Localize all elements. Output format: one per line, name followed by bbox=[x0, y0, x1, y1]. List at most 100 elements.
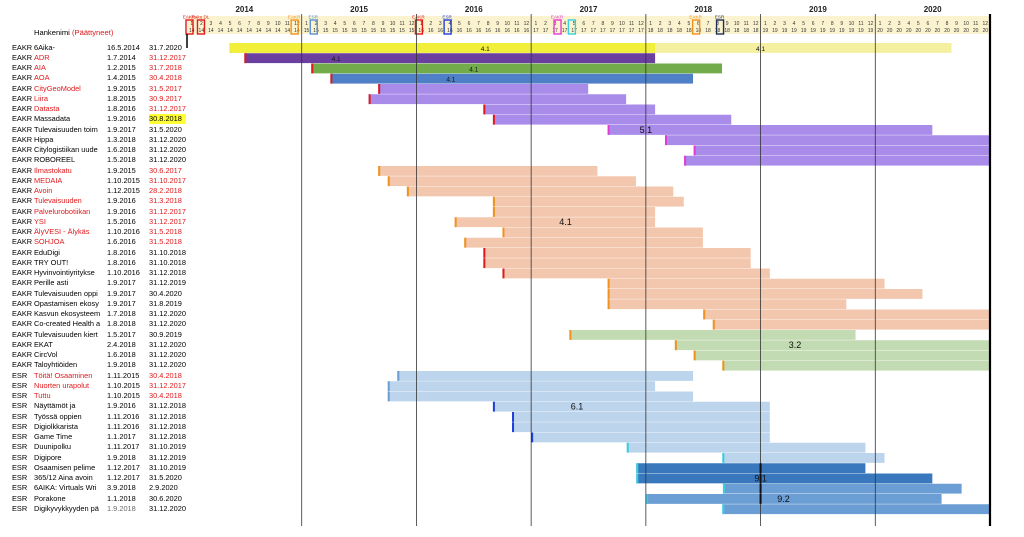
year-tick-label: 18 bbox=[677, 28, 683, 34]
end-date: 31.10.2019 bbox=[149, 462, 186, 472]
deadline-marker bbox=[759, 473, 762, 484]
month-tick-label: 12 bbox=[638, 21, 644, 27]
year-tick-label: 15 bbox=[304, 28, 310, 34]
fund-label: EAKR bbox=[12, 83, 33, 93]
project-name: Porakone bbox=[34, 493, 66, 503]
start-marker bbox=[406, 186, 409, 197]
year-tick-label: 19 bbox=[849, 28, 855, 34]
month-tick-label: 7 bbox=[248, 21, 251, 27]
end-date: 31.10.2017 bbox=[149, 175, 186, 185]
end-date: 30.6.2017 bbox=[149, 165, 182, 175]
year-tick-label: 20 bbox=[916, 28, 922, 34]
start-marker bbox=[722, 504, 725, 515]
fund-label: EAKR bbox=[12, 350, 33, 359]
project-name: Digipore bbox=[34, 452, 62, 462]
marker-label: EAKR bbox=[551, 15, 564, 20]
marker-label: EAKR bbox=[689, 15, 702, 20]
fund-label: EAKR bbox=[12, 257, 33, 267]
month-tick-label: 4 bbox=[793, 21, 796, 27]
month-tick-label: 1 bbox=[190, 21, 193, 27]
marker-label: ESR bbox=[442, 15, 452, 20]
project-bar bbox=[483, 258, 751, 269]
year-tick-label: 19 bbox=[858, 28, 864, 34]
start-date: 1.9.2015 bbox=[107, 83, 136, 93]
month-tick-label: 6 bbox=[812, 21, 815, 27]
month-tick-label: 8 bbox=[946, 21, 949, 27]
year-tick-label: 14 bbox=[265, 28, 271, 34]
month-tick-label: 7 bbox=[477, 21, 480, 27]
project-bar bbox=[722, 483, 962, 494]
fund-label: ESR bbox=[12, 442, 28, 452]
fund-label: EAKR bbox=[12, 319, 33, 329]
month-tick-label: 1 bbox=[649, 21, 652, 27]
project-name: ÄlyVESI - Älykäs bbox=[34, 227, 90, 236]
start-date: 1.9.2016 bbox=[107, 114, 136, 124]
end-date: 30.8.2018 bbox=[149, 114, 186, 125]
month-tick-label: 8 bbox=[487, 21, 490, 27]
start-marker bbox=[693, 145, 696, 156]
end-date: 31.12.2020 bbox=[149, 503, 186, 513]
fund-label: ESR bbox=[12, 452, 28, 462]
start-marker bbox=[636, 463, 639, 474]
project-bar bbox=[684, 155, 990, 166]
end-date: 31.12.2020 bbox=[149, 145, 186, 154]
project-bar bbox=[636, 463, 866, 474]
project-name: YSI bbox=[34, 216, 46, 226]
column-title: Hankenimi (Päättyneet) bbox=[34, 28, 113, 37]
start-marker bbox=[703, 309, 706, 320]
project-bar bbox=[607, 289, 923, 299]
project-bar bbox=[636, 473, 933, 484]
start-marker bbox=[492, 196, 495, 207]
year-tick-label: 15 bbox=[332, 28, 338, 34]
start-marker bbox=[674, 340, 677, 351]
year-tick-label: 18 bbox=[686, 28, 692, 34]
year-tick-label: 16 bbox=[457, 28, 463, 34]
project-bar bbox=[368, 94, 627, 105]
project-name: MEDAIA bbox=[34, 175, 63, 185]
year-tick-label: 14 bbox=[208, 28, 214, 34]
year-tick-label: 16 bbox=[428, 28, 434, 34]
year-tick-label: 19 bbox=[782, 28, 788, 34]
fund-label: ESR bbox=[12, 493, 28, 503]
project-name: Co-created Health a bbox=[34, 319, 101, 329]
year-tick-label: 18 bbox=[743, 28, 749, 34]
start-marker bbox=[464, 237, 467, 248]
bar-label: 4.1 bbox=[446, 77, 455, 84]
marker-label: EAKR bbox=[412, 15, 425, 20]
fund-label: EAKR bbox=[12, 134, 33, 144]
start-marker bbox=[607, 299, 610, 310]
project-bar bbox=[244, 53, 656, 64]
year-label: 2015 bbox=[350, 5, 368, 14]
fund-label: EAKR bbox=[12, 360, 33, 370]
end-date: 31.5.2018 bbox=[149, 237, 182, 247]
month-tick-label: 8 bbox=[831, 21, 834, 27]
year-tick-label: 14 bbox=[199, 28, 205, 34]
fund-label: EAKR bbox=[12, 124, 33, 134]
bar-label: 4.1 bbox=[332, 56, 341, 63]
start-date: 1.1.2018 bbox=[107, 493, 136, 503]
year-label: 2014 bbox=[235, 5, 253, 14]
year-tick-label: 17 bbox=[552, 28, 558, 34]
year-tick-label: 14 bbox=[285, 28, 291, 34]
year-tick-label: 15 bbox=[390, 28, 396, 34]
year-tick-label: 17 bbox=[590, 28, 596, 34]
start-marker bbox=[712, 319, 715, 330]
month-tick-label: 2 bbox=[544, 21, 547, 27]
month-tick-label: 7 bbox=[592, 21, 595, 27]
end-date: 31.5.2017 bbox=[149, 83, 182, 93]
start-date: 1.9.2017 bbox=[107, 278, 136, 288]
project-bar-active bbox=[229, 43, 656, 53]
project-name: Massadata bbox=[34, 114, 71, 124]
year-tick-label: 17 bbox=[543, 28, 549, 34]
start-date: 1.2.2015 bbox=[107, 63, 136, 72]
start-marker bbox=[607, 125, 610, 135]
fund-label: ESR bbox=[12, 421, 28, 431]
marker-box bbox=[414, 19, 424, 35]
start-marker bbox=[502, 268, 505, 279]
end-date: 31.12.2018 bbox=[149, 421, 186, 431]
start-marker bbox=[244, 53, 247, 64]
fund-label: EAKR bbox=[12, 206, 33, 216]
start-date: 1.9.2016 bbox=[107, 401, 136, 411]
project-bar bbox=[664, 135, 990, 146]
